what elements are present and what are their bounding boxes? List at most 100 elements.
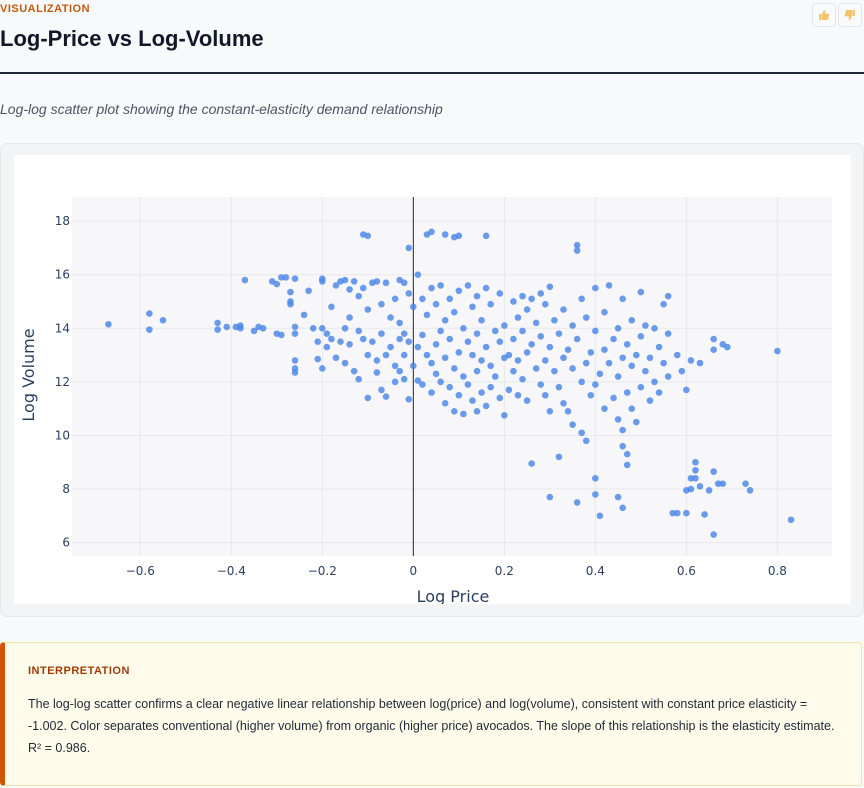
scatter-point <box>605 282 613 289</box>
chart-subtitle: Log-log scatter plot showing the constan… <box>0 101 443 117</box>
scatter-point <box>537 290 545 297</box>
scatter-point <box>346 314 353 321</box>
thumbs-up-button[interactable] <box>812 3 836 27</box>
scatter-point <box>592 284 599 292</box>
y-tick-label: 10 <box>55 428 70 442</box>
scatter-point <box>400 375 408 383</box>
scatter-point <box>469 351 476 359</box>
scatter-point <box>323 343 331 351</box>
scatter-point <box>400 351 408 359</box>
scatter-point <box>496 394 504 402</box>
scatter-point <box>464 381 472 388</box>
scatter-point <box>687 357 695 364</box>
scatter-point <box>396 367 403 375</box>
scatter-point <box>673 509 681 517</box>
scatter-point <box>596 512 604 520</box>
scatter-point <box>519 375 526 383</box>
scatter-point <box>287 288 294 296</box>
y-axis-ticks: 6 8 10 12 14 16 18 <box>55 214 70 549</box>
scatter-point <box>369 338 376 345</box>
scatter-point <box>623 450 631 458</box>
scatter-point <box>450 408 458 415</box>
scatter-point <box>428 228 435 236</box>
chart-card: −0.6 −0.4 −0.2 0 0.2 0.4 0.6 0.8 6 8 10 12 14 16 18 L… <box>0 143 864 617</box>
scatter-point <box>592 475 599 482</box>
scatter-point <box>619 354 626 362</box>
scatter-point <box>400 330 408 337</box>
scatter-point <box>259 324 267 332</box>
scatter-point <box>432 370 440 378</box>
scatter-point <box>496 338 504 345</box>
scatter-point <box>546 283 554 291</box>
y-tick-label: 6 <box>62 536 70 550</box>
x-tick-label: −0.2 <box>308 564 337 578</box>
scatter-point <box>683 386 690 394</box>
scatter-point <box>419 381 426 388</box>
x-tick-label: 0 <box>409 564 417 578</box>
scatter-point <box>323 330 331 337</box>
scatter-point <box>428 389 435 396</box>
scatter-point <box>355 327 363 335</box>
scatter-point <box>105 320 112 328</box>
scatter-point <box>678 367 686 375</box>
scatter-point <box>519 292 526 300</box>
scatter-point <box>564 346 572 354</box>
scatter-point <box>537 333 545 340</box>
scatter-point <box>546 408 554 415</box>
scatter-point <box>546 343 554 351</box>
scatter-point <box>528 460 535 467</box>
scatter-point <box>532 319 540 327</box>
scatter-point <box>655 343 663 351</box>
scatter-point <box>428 284 435 292</box>
scatter-point <box>610 335 617 343</box>
scatter-point <box>391 295 399 303</box>
scatter-point <box>391 362 399 370</box>
scatter-point <box>710 346 717 354</box>
scatter-point <box>633 351 640 359</box>
scatter-point <box>596 370 604 378</box>
scatter-point <box>464 282 472 289</box>
scatter-point <box>482 284 490 292</box>
scatter-point <box>642 322 649 329</box>
scatter-point <box>405 290 413 297</box>
y-tick-label: 18 <box>55 214 70 228</box>
scatter-point <box>560 306 567 313</box>
x-tick-label: 0.2 <box>495 564 514 578</box>
y-tick-label: 16 <box>55 268 70 282</box>
data-points <box>105 228 795 538</box>
scatter-point <box>569 421 576 429</box>
scatter-point <box>250 327 258 335</box>
thumbs-down-button[interactable] <box>838 3 862 27</box>
scatter-point <box>328 335 335 343</box>
scatter-point <box>318 324 326 332</box>
scatter-point <box>592 381 599 388</box>
scatter-point <box>428 359 435 367</box>
scatter-point <box>350 367 358 375</box>
scatter-point <box>359 335 367 343</box>
scatter-point <box>464 338 472 345</box>
scatter-point <box>673 351 681 359</box>
x-tick-label: 0.4 <box>586 564 605 578</box>
scatter-point <box>405 338 413 345</box>
scatter-point <box>619 426 626 434</box>
scatter-point <box>364 394 372 402</box>
scatter-point <box>396 319 403 327</box>
x-tick-label: 0.8 <box>768 564 787 578</box>
scatter-point <box>450 308 458 316</box>
scatter-point <box>455 232 463 240</box>
scatter-point <box>628 316 636 324</box>
x-tick-label: −0.6 <box>126 564 155 578</box>
scatter-point <box>341 359 349 367</box>
scatter-point <box>541 300 549 308</box>
scatter-point <box>710 335 717 343</box>
scatter-point <box>664 292 672 300</box>
scatter-point <box>601 346 608 354</box>
scatter-point <box>378 386 385 394</box>
scatter-point <box>555 453 563 461</box>
scatter-point <box>742 480 749 487</box>
scatter-point <box>223 323 231 331</box>
chart-container: −0.6 −0.4 −0.2 0 0.2 0.4 0.6 0.8 6 8 10 12 14 16 18 L… <box>14 155 851 604</box>
scatter-point <box>510 367 517 375</box>
scatter-point <box>364 351 372 359</box>
scatter-point <box>355 292 363 300</box>
